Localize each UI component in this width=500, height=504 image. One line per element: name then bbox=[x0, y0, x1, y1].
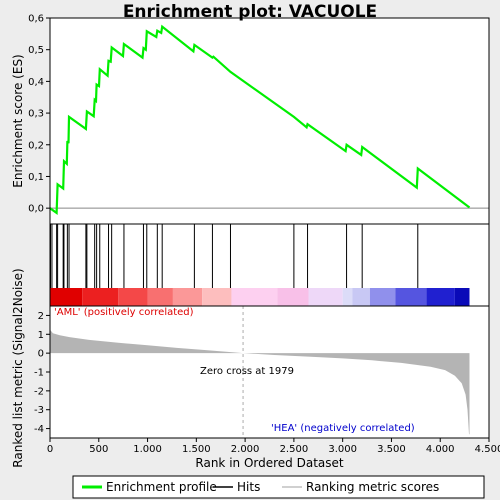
chart-title: Enrichment plot: VACUOLE bbox=[123, 2, 377, 22]
legend-label-1: Hits bbox=[237, 480, 260, 494]
es-ytick-label-6: 0,6 bbox=[28, 14, 44, 25]
rank-color-segment-7 bbox=[277, 288, 308, 306]
xtick-label-6: 3.000 bbox=[328, 444, 357, 455]
es-ytick-label-2: 0,2 bbox=[28, 140, 44, 151]
positive-label: 'AML' (positively correlated) bbox=[54, 307, 194, 318]
metric-ytick-label-0: 2 bbox=[38, 311, 44, 322]
rank-color-segment-11 bbox=[370, 288, 395, 306]
xtick-label-8: 4.000 bbox=[426, 444, 455, 455]
rank-color-segment-8 bbox=[309, 288, 343, 306]
metric-ytick-label-5: -3 bbox=[34, 405, 44, 416]
rank-color-segment-3 bbox=[148, 288, 173, 306]
rank-color-segment-9 bbox=[343, 288, 353, 306]
negative-label: 'HEA' (negatively correlated) bbox=[271, 423, 415, 434]
xtick-label-0: 0 bbox=[47, 444, 53, 455]
xtick-label-3: 1.500 bbox=[182, 444, 211, 455]
legend-label-0: Enrichment profile bbox=[106, 480, 217, 494]
rank-color-segment-14 bbox=[455, 288, 470, 306]
metric-ytick-label-3: -1 bbox=[34, 368, 44, 379]
xtick-label-4: 2.000 bbox=[231, 444, 260, 455]
xtick-label-7: 3.500 bbox=[377, 444, 406, 455]
es-ytick-label-4: 0,4 bbox=[28, 77, 44, 88]
rank-color-segment-12 bbox=[395, 288, 426, 306]
xtick-label-5: 2.500 bbox=[280, 444, 309, 455]
rank-color-segment-6 bbox=[231, 288, 277, 306]
xtick-label-9: 4.500 bbox=[475, 444, 500, 455]
metric-ytick-label-4: -2 bbox=[34, 386, 44, 397]
rank-color-segment-0 bbox=[50, 288, 82, 306]
legend-label-2: Ranking metric scores bbox=[306, 480, 439, 494]
metric-ytick-label-1: 1 bbox=[38, 330, 44, 341]
metric-ytick-label-2: 0 bbox=[38, 349, 44, 360]
rank-color-segment-2 bbox=[118, 288, 147, 306]
rank-color-segment-1 bbox=[82, 288, 118, 306]
metric-ytick-label-6: -4 bbox=[34, 424, 44, 435]
x-axis-label: Rank in Ordered Dataset bbox=[195, 456, 343, 470]
rank-color-segment-10 bbox=[352, 288, 370, 306]
rank-color-segment-5 bbox=[202, 288, 231, 306]
metric-ylabel: Ranked list metric (Signal2Noise) bbox=[11, 268, 25, 467]
es-ytick-label-5: 0,5 bbox=[28, 45, 44, 56]
rank-color-segment-4 bbox=[173, 288, 202, 306]
xtick-label-2: 1.000 bbox=[133, 444, 162, 455]
zero-cross-annotation: Zero cross at 1979 bbox=[200, 366, 294, 377]
es-ytick-label-3: 0,3 bbox=[28, 109, 44, 120]
xtick-label-1: 500 bbox=[89, 444, 108, 455]
es-ytick-label-0: 0,0 bbox=[28, 204, 44, 215]
es-ytick-label-1: 0,1 bbox=[28, 172, 44, 183]
es-ylabel: Enrichment score (ES) bbox=[11, 54, 25, 187]
rank-color-segment-13 bbox=[427, 288, 455, 306]
